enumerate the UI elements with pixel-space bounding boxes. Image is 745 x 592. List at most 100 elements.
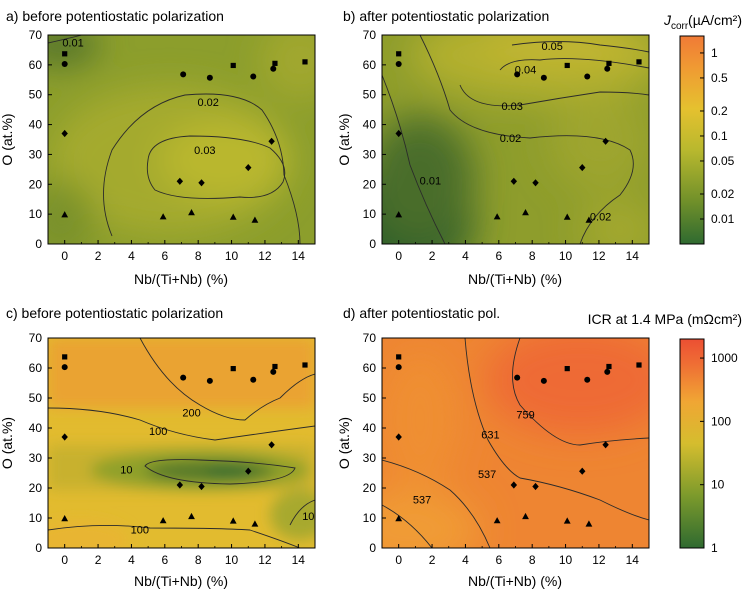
- panel-c-xtick-label: 10: [225, 553, 239, 567]
- colorbar-tick-label: 1000: [711, 351, 738, 365]
- marker-square: [302, 59, 308, 65]
- panel-c-xtick-label: 4: [128, 553, 135, 567]
- marker-circle: [250, 73, 257, 80]
- panel-a-ytick-label: 20: [29, 177, 43, 191]
- marker-diamond: [176, 481, 184, 489]
- panel-a-ytick-label: 10: [29, 207, 43, 221]
- panel-a-xticks: 0 2 4 6 8 10 12 14: [47, 240, 316, 263]
- panel-b-contour-label: 0.04: [515, 64, 536, 76]
- marker-square: [606, 363, 612, 370]
- colorbar-top-title-symbol: J: [663, 12, 672, 28]
- marker-diamond: [245, 467, 252, 475]
- panel-d-markers: [395, 354, 642, 527]
- panel-a-ytick-label: 70: [29, 28, 43, 42]
- panel-c-contour-label: 10: [120, 464, 132, 476]
- marker-diamond: [198, 179, 205, 187]
- panel-c-contour-label: 100: [131, 524, 149, 536]
- colorbar-top-title-subscript: corr: [671, 21, 689, 32]
- panel-b-ytick-label: 30: [363, 147, 377, 161]
- panel-b-xtick-label: 2: [429, 249, 436, 263]
- marker-diamond: [532, 179, 539, 187]
- colorbar-bottom-ticks: 1000 100 10 1: [700, 351, 738, 555]
- panel-d-ytick-label: 10: [363, 511, 377, 525]
- colorbar-top: J corr (µA/cm²) 1 0.5 0.2 0.1 0.05 0.02 0.01: [663, 12, 742, 245]
- colorbar-tick-label: 0.01: [711, 212, 735, 226]
- panel-a-xtick-label: 12: [258, 249, 272, 263]
- marker-triangle: [563, 213, 571, 220]
- marker-circle: [395, 364, 402, 371]
- marker-triangle: [585, 216, 593, 223]
- marker-circle: [395, 60, 402, 67]
- panel-c: c) before potentiostatic polarization: [0, 305, 316, 589]
- panel-b-xtick-label: 4: [462, 249, 469, 263]
- marker-diamond: [579, 467, 586, 475]
- colorbar-tick-label: 0.1: [711, 129, 728, 143]
- panel-d-ytick-label: 50: [363, 391, 377, 405]
- panel-a-ylabel: O (at.%): [0, 113, 15, 165]
- panel-c-contour-label: 10: [302, 511, 314, 523]
- marker-square: [62, 354, 68, 360]
- panel-b-contours: [382, 35, 649, 244]
- panel-d-xtick-label: 14: [626, 553, 640, 567]
- marker-circle: [61, 60, 68, 67]
- marker-triangle: [395, 515, 403, 522]
- marker-diamond: [532, 482, 539, 491]
- panel-d-ytick-label: 40: [363, 421, 377, 435]
- panel-a-contour-label: 0.01: [62, 37, 83, 49]
- panel-a-xtick-label: 14: [292, 249, 306, 263]
- marker-triangle: [395, 211, 403, 218]
- panel-d-ytick-label: 20: [363, 481, 377, 495]
- marker-square: [62, 51, 68, 57]
- marker-circle: [206, 377, 213, 384]
- marker-diamond: [61, 433, 68, 441]
- colorbar-tick-label: 100: [711, 414, 731, 428]
- marker-circle: [584, 73, 591, 80]
- panel-a-yticks: 0 10 20 30 40 50 60 70: [29, 28, 52, 251]
- panel-c-contour-label: 200: [182, 407, 200, 419]
- panel-c-xticks: 0 2 4 6 8 10 12 14: [47, 544, 316, 567]
- marker-square: [230, 366, 236, 372]
- panel-d-xtick-label: 8: [529, 553, 536, 567]
- panel-d-contour-label: 537: [478, 469, 496, 481]
- marker-triangle: [61, 211, 69, 218]
- panel-d-title: d) after potentiostatic pol.: [343, 305, 500, 321]
- panel-b-xtick-label: 14: [626, 249, 640, 263]
- panel-b-contour-label: 0.01: [420, 176, 441, 188]
- panel-c-contours: [48, 338, 315, 548]
- panel-b-xtick-label: 10: [559, 249, 573, 263]
- marker-circle: [584, 376, 591, 383]
- colorbar-tick-label: 0.05: [711, 154, 735, 168]
- panel-a-ytick-label: 50: [29, 88, 43, 102]
- marker-circle: [514, 71, 521, 78]
- panel-d-ytick-label: 70: [363, 331, 377, 345]
- marker-diamond: [268, 441, 275, 449]
- marker-square: [606, 60, 612, 66]
- panel-a-ytick-label: 0: [35, 237, 42, 251]
- marker-square: [564, 366, 570, 372]
- panel-b-contour-label: 0.02: [590, 212, 611, 224]
- panel-b-ytick-label: 70: [363, 28, 377, 42]
- panel-a-xtick-label: 0: [61, 249, 68, 263]
- panel-d-heatmap: [382, 338, 649, 548]
- panel-c-yticks: 0 10 20 30 40 50 60 70: [29, 331, 52, 555]
- panel-c-ytick-label: 20: [29, 481, 43, 495]
- panel-b-xtick-label: 12: [592, 249, 606, 263]
- marker-triangle: [188, 209, 195, 216]
- marker-square: [396, 51, 402, 57]
- marker-triangle: [563, 517, 571, 524]
- panel-c-markers: [61, 354, 308, 527]
- marker-triangle: [522, 209, 529, 216]
- panel-d-contours: [382, 338, 649, 548]
- marker-diamond: [510, 481, 518, 489]
- marker-circle: [514, 374, 521, 381]
- marker-diamond: [198, 482, 205, 491]
- marker-triangle: [159, 213, 167, 220]
- marker-triangle: [61, 515, 69, 522]
- panel-a-xtick-label: 6: [161, 249, 168, 263]
- marker-diamond: [395, 129, 402, 138]
- marker-circle: [540, 377, 547, 384]
- marker-triangle: [159, 517, 167, 524]
- panel-c-xtick-label: 6: [161, 553, 168, 567]
- panel-c-title: c) before potentiostatic polarization: [6, 305, 223, 321]
